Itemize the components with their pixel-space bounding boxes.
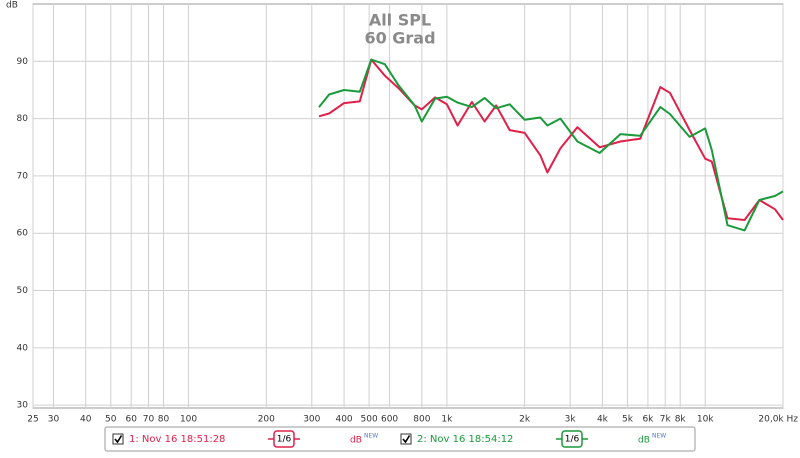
x-tick-label: 300: [303, 415, 320, 425]
x-tick-label: 70: [143, 415, 155, 425]
legend-label: 1: Nov 16 18:51:28: [129, 434, 225, 445]
x-tick-label: 500: [361, 415, 378, 425]
y-tick-label: 50: [17, 286, 29, 296]
x-tick-label: 4k: [597, 415, 609, 425]
y-tick-label: 80: [17, 114, 29, 124]
x-tick-label: 20,0k Hz: [758, 415, 798, 425]
y-tick-label: 70: [17, 171, 29, 181]
legend-unit: dB: [638, 436, 650, 446]
x-tick-label: 80: [158, 415, 170, 425]
x-tick-label: 1k: [441, 415, 453, 425]
x-tick-label: 8k: [675, 415, 687, 425]
x-tick-label: 6k: [642, 415, 654, 425]
y-tick-label: 40: [17, 343, 29, 353]
x-tick-label: 5k: [622, 415, 634, 425]
legend: [104, 426, 696, 452]
x-tick-label: 600: [381, 415, 398, 425]
legend-unit: dB: [350, 436, 362, 446]
x-tick-label: 50: [105, 415, 117, 425]
chart-title: All SPL: [369, 11, 431, 30]
y-axis-label: dB: [6, 1, 18, 11]
legend-checkbox[interactable]: [400, 433, 412, 445]
y-tick-label: 60: [17, 229, 29, 239]
legend-checkbox[interactable]: [112, 433, 124, 445]
checkmark: [402, 435, 411, 444]
smoothing-box[interactable]: [561, 430, 583, 448]
x-tick-label: 2k: [519, 415, 531, 425]
x-tick-label: 400: [335, 415, 352, 425]
y-tick-label: 90: [17, 57, 29, 67]
series-line: [318, 58, 784, 221]
checkmark: [114, 435, 123, 444]
x-tick-label: 200: [258, 415, 275, 425]
x-tick-label: 10k: [697, 415, 714, 425]
y-tick-label: 30: [17, 401, 29, 411]
chart-subtitle: 60 Grad: [364, 29, 435, 48]
plot-area: [32, 3, 784, 409]
x-tick-label: 3k: [565, 415, 577, 425]
legend-badge: NEW: [364, 433, 378, 440]
smoothing-label: 1/6: [277, 435, 292, 445]
smoothing-label: 1/6: [565, 435, 580, 445]
x-tick-label: 800: [413, 415, 430, 425]
x-tick-label: 30: [48, 415, 60, 425]
smoothing-box[interactable]: [273, 430, 295, 448]
series-line: [318, 58, 784, 232]
legend-label: 2: Nov 16 18:54:12: [417, 434, 513, 445]
x-tick-label: 40: [80, 415, 92, 425]
x-tick-label: 7k: [660, 415, 672, 425]
x-tick-label: 100: [180, 415, 197, 425]
x-tick-label: 60: [125, 415, 137, 425]
x-tick-label: 25: [27, 415, 38, 425]
legend-badge: NEW: [652, 433, 666, 440]
